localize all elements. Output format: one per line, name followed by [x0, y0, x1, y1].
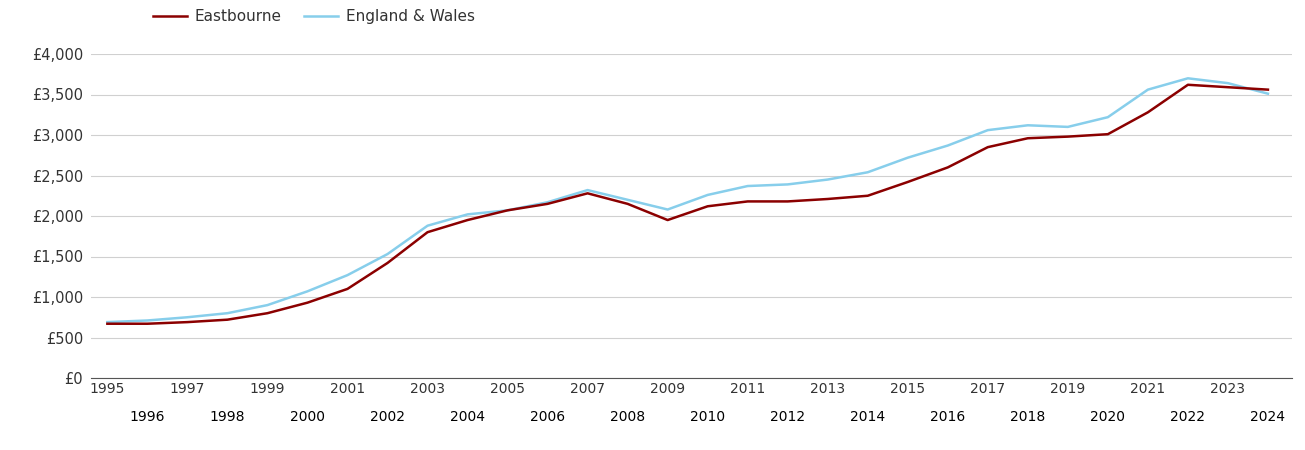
Eastbourne: [820, 196, 835, 202]
England & Wales: [820, 177, 835, 182]
England & Wales: [99, 320, 115, 325]
Eastbourne: [1180, 82, 1195, 87]
Eastbourne: [180, 320, 196, 325]
Eastbourne: [940, 165, 955, 170]
England & Wales: [1060, 124, 1075, 130]
England & Wales: [540, 199, 556, 205]
Eastbourne: [699, 203, 715, 209]
England & Wales: [300, 288, 316, 294]
Eastbourne: [540, 201, 556, 207]
Eastbourne: [1220, 85, 1236, 90]
Eastbourne: [219, 317, 235, 322]
England & Wales: [620, 197, 636, 202]
Eastbourne: [1141, 110, 1156, 115]
England & Wales: [1261, 91, 1276, 96]
England & Wales: [380, 252, 395, 257]
Eastbourne: [339, 286, 355, 292]
England & Wales: [940, 143, 955, 148]
Eastbourne: [740, 199, 756, 204]
England & Wales: [219, 310, 235, 316]
Legend: Eastbourne, England & Wales: Eastbourne, England & Wales: [147, 3, 480, 31]
England & Wales: [579, 187, 595, 193]
Eastbourne: [459, 217, 475, 223]
Eastbourne: [99, 321, 115, 326]
England & Wales: [140, 318, 155, 323]
Eastbourne: [380, 260, 395, 265]
England & Wales: [1141, 87, 1156, 92]
England & Wales: [1220, 81, 1236, 86]
England & Wales: [860, 170, 876, 175]
England & Wales: [1180, 76, 1195, 81]
England & Wales: [260, 302, 275, 308]
Eastbourne: [1261, 87, 1276, 92]
Eastbourne: [1060, 134, 1075, 140]
England & Wales: [699, 192, 715, 198]
Eastbourne: [300, 300, 316, 306]
England & Wales: [1100, 114, 1116, 120]
England & Wales: [980, 127, 996, 133]
Eastbourne: [780, 199, 796, 204]
England & Wales: [180, 315, 196, 320]
Line: England & Wales: England & Wales: [107, 78, 1268, 322]
Eastbourne: [260, 310, 275, 316]
Eastbourne: [620, 201, 636, 207]
Eastbourne: [660, 217, 676, 223]
England & Wales: [660, 207, 676, 212]
England & Wales: [1021, 122, 1036, 128]
Line: Eastbourne: Eastbourne: [107, 85, 1268, 324]
Eastbourne: [579, 191, 595, 196]
Eastbourne: [1100, 131, 1116, 137]
England & Wales: [420, 223, 436, 229]
England & Wales: [500, 207, 515, 213]
Eastbourne: [860, 193, 876, 198]
Eastbourne: [140, 321, 155, 326]
England & Wales: [780, 182, 796, 187]
Eastbourne: [980, 144, 996, 150]
Eastbourne: [900, 179, 916, 184]
England & Wales: [339, 272, 355, 278]
Eastbourne: [420, 230, 436, 235]
England & Wales: [740, 183, 756, 189]
Eastbourne: [500, 207, 515, 213]
England & Wales: [459, 212, 475, 217]
Eastbourne: [1021, 135, 1036, 141]
England & Wales: [900, 155, 916, 160]
